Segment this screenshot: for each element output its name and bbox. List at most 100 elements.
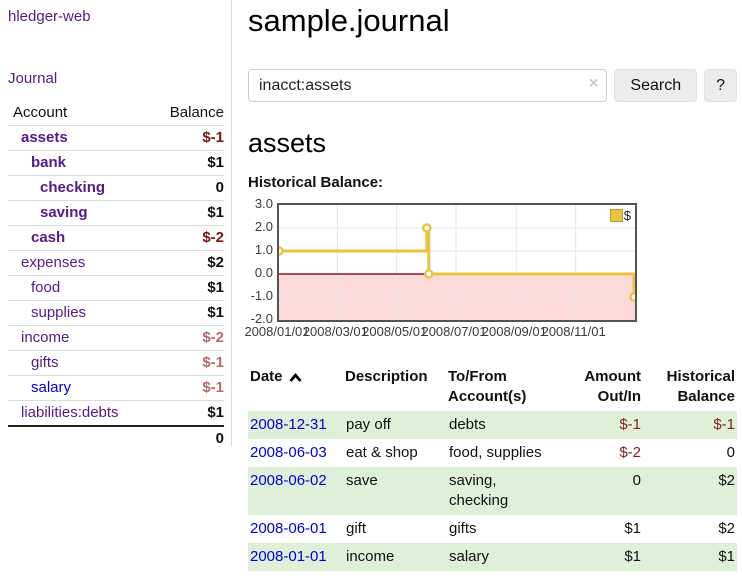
account-balance: $-1 bbox=[202, 129, 224, 146]
register-row: 2008-06-01 gift gifts $1 $2 bbox=[248, 515, 737, 543]
search-bar: × Search ? bbox=[248, 69, 737, 102]
transaction-amount: 0 bbox=[632, 472, 641, 489]
transaction-amount: $-2 bbox=[619, 444, 641, 461]
sidebar-item-journal[interactable]: Journal bbox=[8, 70, 58, 87]
account-row: food $1 bbox=[8, 275, 224, 301]
transaction-balance: $1 bbox=[718, 548, 735, 565]
account-table-body: assets $-1 bank $1 checking 0 saving $1 cash $-2 e… bbox=[8, 125, 224, 427]
account-row: income $-2 bbox=[8, 325, 224, 351]
account-link[interactable]: checking bbox=[40, 179, 106, 196]
transaction-accounts: food, supplies bbox=[449, 444, 542, 461]
account-link[interactable]: income bbox=[21, 329, 70, 346]
chart-title: Historical Balance: bbox=[248, 174, 384, 191]
account-row: saving $1 bbox=[8, 200, 224, 226]
transaction-date-link[interactable]: 2008-06-03 bbox=[250, 444, 327, 461]
account-row: bank $1 bbox=[8, 150, 224, 176]
y-axis-tick-label: 1.0 bbox=[254, 242, 273, 257]
account-link[interactable]: supplies bbox=[31, 304, 87, 321]
sort-ascending-icon bbox=[288, 373, 302, 382]
account-link[interactable]: liabilities:debts bbox=[21, 404, 119, 421]
sidebar: hledger-web Journal Account Balance asse… bbox=[0, 0, 232, 447]
transaction-description: pay off bbox=[346, 416, 391, 433]
main-content: sample.journal × Search ? assets Histori… bbox=[232, 0, 742, 571]
transaction-accounts: saving, checking bbox=[449, 472, 509, 509]
account-balance: $-1 bbox=[202, 354, 224, 371]
chart-plot-area[interactable]: $ bbox=[277, 203, 637, 322]
account-balance: $-2 bbox=[202, 229, 224, 246]
y-axis-tick-label: 0.0 bbox=[254, 265, 273, 280]
help-button[interactable]: ? bbox=[704, 69, 737, 102]
total-balance: 0 bbox=[215, 430, 224, 447]
transaction-amount: $-1 bbox=[619, 416, 641, 433]
account-row: checking 0 bbox=[8, 175, 224, 201]
register-row: 2008-06-02 save saving, checking 0 $2 bbox=[248, 467, 737, 515]
account-balance: 0 bbox=[215, 179, 224, 196]
account-balance: $1 bbox=[207, 404, 224, 421]
transaction-accounts: gifts bbox=[449, 520, 477, 537]
transaction-description: income bbox=[346, 548, 395, 565]
transaction-accounts: salary bbox=[449, 548, 490, 565]
search-button[interactable]: Search bbox=[614, 69, 698, 102]
account-row: liabilities:debts $1 bbox=[8, 400, 224, 427]
account-link[interactable]: bank bbox=[31, 154, 67, 171]
account-link[interactable]: cash bbox=[31, 229, 66, 246]
account-row: assets $-1 bbox=[8, 125, 224, 151]
transaction-date-link[interactable]: 2008-01-01 bbox=[250, 548, 327, 565]
account-link[interactable]: salary bbox=[31, 379, 72, 396]
account-link[interactable]: expenses bbox=[21, 254, 86, 271]
account-balance: $1 bbox=[207, 279, 224, 296]
chart-canvas bbox=[279, 205, 635, 320]
transaction-balance: $2 bbox=[718, 472, 735, 489]
account-link[interactable]: gifts bbox=[31, 354, 59, 371]
account-row: expenses $2 bbox=[8, 250, 224, 276]
transaction-date-link[interactable]: 2008-12-31 bbox=[250, 416, 327, 433]
balance-column-header: Balance bbox=[169, 104, 224, 121]
register-row: 2008-01-01 income salary $1 $1 bbox=[248, 543, 737, 571]
transaction-date-link[interactable]: 2008-06-01 bbox=[250, 520, 327, 537]
register-header-row: Date Description To/From Account(s) Amou… bbox=[248, 364, 737, 411]
brand-link[interactable]: hledger-web bbox=[8, 8, 91, 25]
register-table: Date Description To/From Account(s) Amou… bbox=[248, 364, 737, 571]
y-axis-tick-label: 3.0 bbox=[254, 196, 273, 211]
transaction-amount: $1 bbox=[624, 520, 641, 537]
x-axis-tick-label: 2008/07/01 bbox=[421, 324, 487, 339]
column-header-amount: Amount Out/In bbox=[584, 368, 641, 405]
transaction-description: gift bbox=[346, 520, 367, 537]
y-axis-tick-label: -2.0 bbox=[250, 311, 273, 326]
account-balance: $1 bbox=[207, 304, 224, 321]
account-link[interactable]: food bbox=[31, 279, 61, 296]
legend-label: $ bbox=[623, 208, 631, 223]
column-header-date[interactable]: Date bbox=[248, 364, 343, 411]
historical-balance-chart: $ 3.0 2.0 1.0 0.0 -1.0 -2.0 2008/01/01 2008/03/… bbox=[244, 196, 737, 344]
account-link[interactable]: saving bbox=[40, 204, 88, 221]
account-total-row: 0 bbox=[8, 426, 224, 451]
account-balance: $-2 bbox=[202, 329, 224, 346]
transaction-description: eat & shop bbox=[346, 444, 418, 461]
clear-search-icon[interactable]: × bbox=[589, 75, 599, 92]
account-row: salary $-1 bbox=[8, 375, 224, 401]
account-link[interactable]: assets bbox=[21, 129, 68, 146]
account-row: cash $-2 bbox=[8, 225, 224, 251]
transaction-date-link[interactable]: 2008-06-02 bbox=[250, 472, 327, 489]
account-balance: $-1 bbox=[202, 379, 224, 396]
transaction-accounts: debts bbox=[449, 416, 486, 433]
transaction-description: save bbox=[346, 472, 378, 489]
transaction-amount: $1 bbox=[624, 548, 641, 565]
column-header-balance: Historical Balance bbox=[666, 368, 735, 405]
total-spacer bbox=[8, 426, 153, 451]
chart-legend: $ bbox=[609, 208, 631, 223]
account-balance: $1 bbox=[207, 204, 224, 221]
column-header-description: Description bbox=[345, 368, 428, 385]
account-balance-table: Account Balance assets $-1 bank $1 checking 0… bbox=[8, 100, 224, 451]
search-input-wrap: × bbox=[248, 69, 608, 102]
y-axis-tick-label: 2.0 bbox=[254, 219, 273, 234]
transaction-balance: $-1 bbox=[713, 416, 735, 433]
x-axis-tick-label: 2008/09/01 bbox=[481, 324, 547, 339]
x-axis-tick-label: 2008/01/01 bbox=[244, 324, 310, 339]
page-title: sample.journal bbox=[248, 3, 450, 38]
account-column-header: Account bbox=[13, 104, 68, 121]
x-axis-tick-label: 2008/11/01 bbox=[541, 324, 606, 339]
transaction-balance: $2 bbox=[718, 520, 735, 537]
search-input[interactable] bbox=[248, 69, 608, 102]
